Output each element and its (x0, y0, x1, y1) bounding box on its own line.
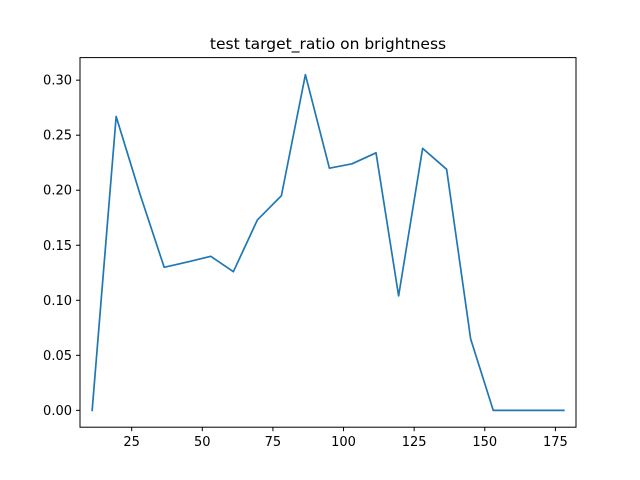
x-tick-label: 125 (402, 435, 427, 450)
x-axis: 25 50 75 100 125 150 175 (123, 427, 568, 450)
series-line (91, 73, 565, 412)
x-tick-label: 75 (265, 435, 282, 450)
x-tick-label: 25 (123, 435, 140, 450)
y-tick-label: 0.05 (43, 349, 72, 364)
x-tick-label: 150 (472, 435, 497, 450)
series-layer (91, 73, 565, 412)
y-tick-label: 0.10 (43, 294, 72, 309)
y-tick-label: 0.00 (43, 404, 72, 419)
axes-frame (79, 57, 577, 428)
y-tick-label: 0.15 (43, 239, 72, 254)
y-tick-label: 0.20 (43, 184, 72, 199)
y-tick-label: 0.30 (43, 74, 72, 89)
x-tick-label: 50 (194, 435, 211, 450)
x-tick-label: 175 (543, 435, 568, 450)
chart-title: test target_ratio on brightness (210, 35, 446, 54)
y-axis: 0.00 0.05 0.10 0.15 0.20 0.25 0.30 (43, 74, 80, 419)
x-tick-label: 100 (331, 435, 356, 450)
y-tick-label: 0.25 (43, 129, 72, 144)
